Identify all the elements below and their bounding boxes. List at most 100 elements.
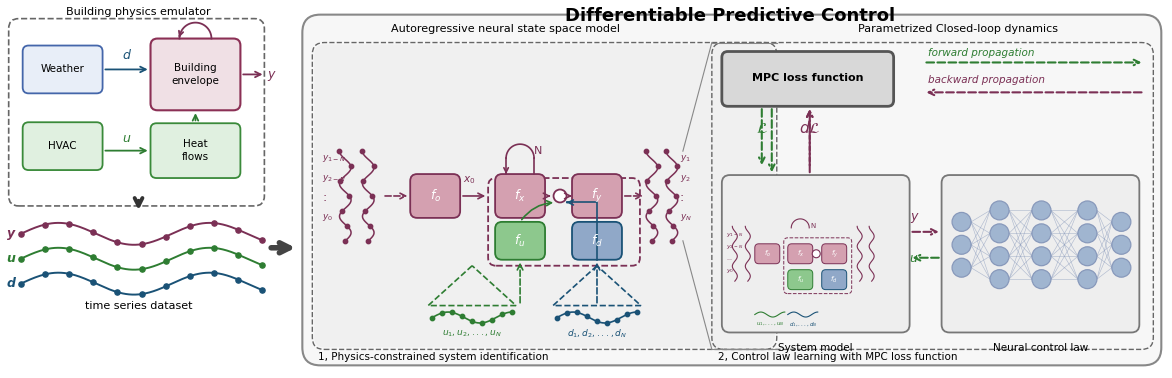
Text: ...: ...: [725, 256, 731, 261]
Point: [108, 239, 127, 245]
Point: [333, 208, 352, 214]
Point: [12, 231, 30, 237]
Text: $y_{1-N}$: $y_{1-N}$: [725, 231, 743, 239]
Text: $y_{2-N}$: $y_{2-N}$: [725, 243, 743, 251]
Text: u: u: [123, 132, 130, 145]
Point: [229, 252, 247, 258]
Text: Building physics emulator: Building physics emulator: [67, 7, 211, 17]
Point: [598, 320, 616, 326]
Point: [645, 223, 663, 229]
Point: [359, 238, 377, 244]
Point: [547, 314, 566, 321]
FancyBboxPatch shape: [22, 122, 103, 170]
Text: $f_x$: $f_x$: [515, 188, 526, 204]
Point: [443, 310, 462, 316]
Circle shape: [1033, 224, 1051, 243]
Point: [338, 223, 356, 229]
Point: [60, 246, 79, 252]
FancyBboxPatch shape: [572, 222, 622, 260]
FancyBboxPatch shape: [755, 244, 779, 264]
Text: $f_u$: $f_u$: [515, 233, 526, 249]
Circle shape: [990, 201, 1009, 220]
Circle shape: [1112, 235, 1131, 254]
Text: $\mathcal{L}$: $\mathcal{L}$: [756, 121, 768, 136]
Point: [642, 238, 661, 244]
Text: $d\mathcal{L}$: $d\mathcal{L}$: [799, 121, 820, 136]
Point: [657, 178, 676, 184]
Point: [558, 310, 577, 316]
Point: [656, 148, 675, 154]
Point: [205, 245, 224, 251]
Point: [640, 208, 659, 214]
Text: $y_N$: $y_N$: [680, 212, 691, 223]
Point: [84, 229, 103, 235]
Circle shape: [812, 250, 820, 258]
Text: 1, Physics-constrained system identification: 1, Physics-constrained system identifica…: [319, 352, 548, 363]
Text: u: u: [6, 252, 15, 265]
Text: Heat
flows: Heat flows: [182, 139, 209, 162]
Point: [340, 193, 359, 199]
Text: y: y: [267, 68, 274, 81]
Circle shape: [990, 247, 1009, 266]
Circle shape: [952, 212, 972, 231]
Text: HVAC: HVAC: [48, 141, 77, 151]
Point: [331, 178, 349, 184]
Point: [60, 271, 79, 277]
Circle shape: [1078, 201, 1097, 220]
Point: [84, 279, 103, 285]
Text: $f_o$: $f_o$: [764, 249, 771, 259]
Point: [667, 193, 686, 199]
Point: [463, 318, 482, 324]
Point: [253, 237, 272, 243]
Circle shape: [1033, 201, 1051, 220]
FancyBboxPatch shape: [822, 244, 846, 264]
FancyBboxPatch shape: [495, 174, 545, 218]
Text: d: d: [6, 277, 15, 290]
Circle shape: [1078, 247, 1097, 266]
Point: [492, 311, 511, 318]
Text: d: d: [123, 50, 130, 62]
Point: [84, 254, 103, 260]
Point: [578, 313, 597, 319]
Point: [360, 223, 379, 229]
Text: backward propagation: backward propagation: [927, 75, 1044, 85]
Circle shape: [1033, 247, 1051, 266]
FancyBboxPatch shape: [722, 175, 909, 333]
Point: [331, 148, 349, 154]
Circle shape: [1112, 212, 1131, 231]
Point: [132, 241, 151, 247]
Text: $y_0$: $y_0$: [322, 212, 334, 223]
Text: Weather: Weather: [41, 64, 84, 74]
Point: [180, 223, 199, 229]
Text: Parametrized Closed-loop dynamics: Parametrized Closed-loop dynamics: [858, 23, 1057, 34]
Point: [354, 178, 373, 184]
FancyBboxPatch shape: [22, 45, 103, 93]
Point: [636, 148, 655, 154]
Point: [35, 246, 54, 253]
Point: [336, 238, 355, 244]
Text: $f_y$: $f_y$: [591, 187, 602, 205]
Point: [618, 311, 636, 318]
Point: [607, 317, 626, 323]
FancyBboxPatch shape: [410, 174, 461, 218]
Text: $y_{2-N}$: $y_{2-N}$: [322, 172, 346, 184]
Point: [35, 271, 54, 277]
Text: $u_1, u_2, ..., u_N$: $u_1, u_2, ..., u_N$: [442, 328, 502, 339]
Text: $x_0$: $x_0$: [463, 174, 476, 186]
Point: [638, 178, 656, 184]
Text: N: N: [534, 146, 543, 156]
Point: [452, 313, 471, 319]
FancyBboxPatch shape: [302, 15, 1161, 366]
Point: [364, 163, 383, 169]
Point: [567, 310, 586, 316]
Point: [108, 289, 127, 295]
Circle shape: [1112, 258, 1131, 277]
Point: [356, 208, 375, 214]
Text: Neural control law: Neural control law: [993, 344, 1088, 353]
Point: [253, 287, 272, 293]
Text: $u_1,..., u_N$: $u_1,..., u_N$: [756, 321, 784, 328]
Text: Autoregressive neural state space model: Autoregressive neural state space model: [390, 23, 620, 34]
Point: [180, 273, 199, 279]
Text: :: :: [680, 192, 684, 204]
Circle shape: [553, 189, 566, 203]
